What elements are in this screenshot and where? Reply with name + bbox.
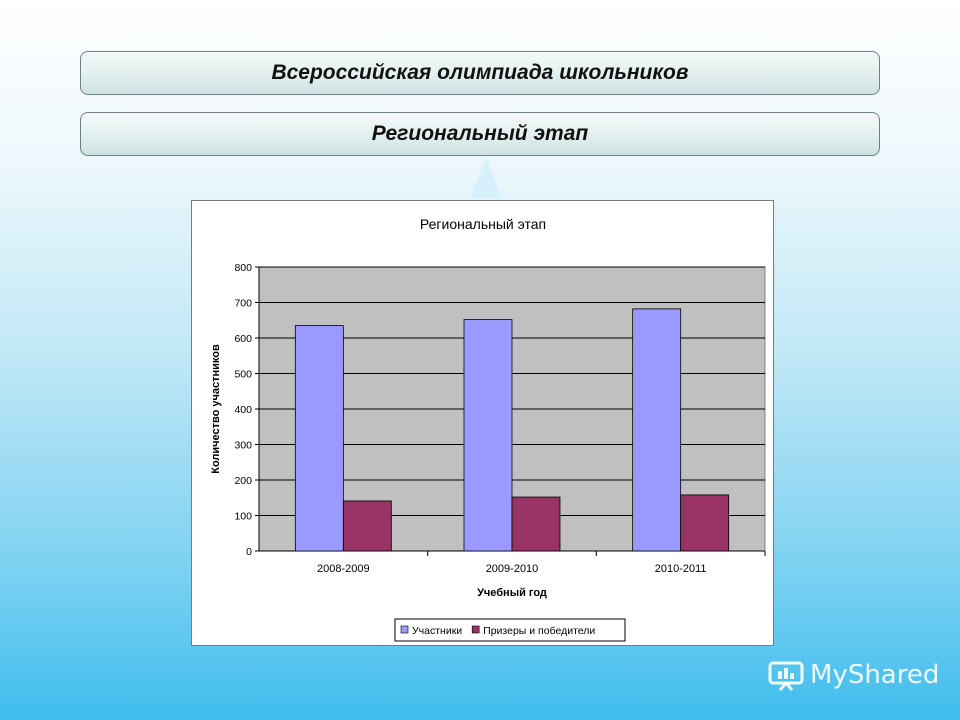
y-tick-label: 300 <box>234 440 252 452</box>
page-title: Всероссийская олимпиада школьников <box>271 61 689 84</box>
arrow-decoration <box>470 158 502 198</box>
legend-box <box>394 618 626 642</box>
page-subtitle: Региональный этап <box>371 122 589 145</box>
bar-winners <box>342 500 392 552</box>
y-tick-label: 0 <box>246 546 252 558</box>
chart-title: Региональный этап <box>420 216 546 232</box>
legend-label: Призеры и победители <box>483 625 595 637</box>
title-banner: Всероссийская олимпиада школьников <box>80 51 880 95</box>
y-tick-label: 600 <box>234 333 252 345</box>
legend-swatch <box>400 625 409 634</box>
watermark-text: MyShared <box>810 660 940 690</box>
y-tick-label: 500 <box>234 369 252 381</box>
bar-participants <box>632 308 682 552</box>
bar-winners <box>680 494 730 552</box>
legend-swatch <box>471 625 480 634</box>
y-tick-label: 700 <box>234 298 252 310</box>
x-tick-label: 2009-2010 <box>486 563 539 575</box>
y-tick-label: 100 <box>234 511 252 523</box>
legend-label: Участники <box>412 625 462 637</box>
bar-participants <box>463 319 513 552</box>
y-tick-label: 400 <box>234 404 252 416</box>
subtitle-banner: Региональный этап <box>80 112 880 156</box>
bar-winners <box>511 496 561 552</box>
y-axis-label: Количество участников <box>210 344 222 474</box>
bar-chart: Региональный этап 0 100 200 300 400 500 600 700 8… <box>210 216 766 642</box>
y-tick-label: 200 <box>234 475 252 487</box>
x-tick-label: 2008-2009 <box>317 563 370 575</box>
x-tick-label: 2010-2011 <box>655 563 707 575</box>
bar-participants <box>294 325 344 552</box>
x-axis-label: Учебный год <box>477 587 547 599</box>
y-tick-label: 800 <box>234 262 252 274</box>
presentation-icon <box>768 661 804 691</box>
watermark: MyShared <box>768 655 939 695</box>
chart-frame: Региональный этап 0 100 200 300 400 500 600 700 8… <box>191 200 774 646</box>
